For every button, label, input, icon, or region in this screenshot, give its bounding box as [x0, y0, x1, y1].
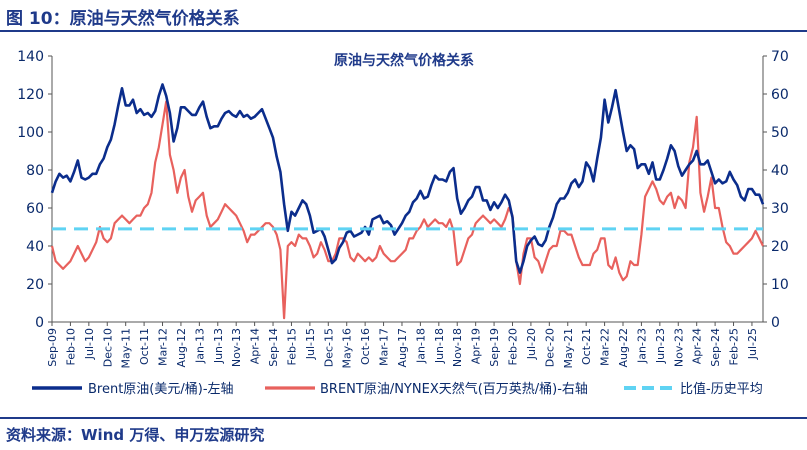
x-tick-label: Aug-22 [617, 328, 630, 367]
right-tick-label: 60 [771, 87, 789, 103]
left-tick-label: 60 [26, 201, 44, 217]
x-tick-label: Aug-12 [175, 328, 188, 367]
x-tick-label: Jan-23 [635, 328, 648, 364]
x-tick-label: Mar-12 [157, 328, 170, 366]
brent-line [50, 83, 765, 274]
x-tick-label: Feb-10 [64, 328, 77, 365]
x-tick-label: Jun-23 [654, 328, 667, 364]
x-tick-label: Sep-14 [267, 328, 280, 367]
right-axis: 0 10 20 30 40 50 60 70 [763, 49, 789, 331]
legend: Brent原油(美元/桶)-左轴 BRENT原油/NYNEX天然气(百万英热/桶)… [32, 381, 763, 397]
series-lines [50, 83, 765, 320]
x-tick-label: Jul-15 [304, 328, 317, 360]
x-tick-label: Nov-18 [451, 328, 464, 367]
left-tick-label: 140 [17, 49, 44, 65]
x-tick-label: Oct-11 [138, 328, 151, 365]
x-tick-label: Jul-25 [746, 328, 759, 360]
legend-label: Brent原油(美元/桶)-左轴 [88, 382, 234, 397]
x-tick-label: May-21 [562, 328, 575, 369]
x-tick-label: Sep-24 [709, 328, 722, 367]
right-tick-label: 0 [771, 315, 780, 331]
x-tick-label: Mar-17 [378, 328, 391, 366]
x-tick-label: Dec-10 [101, 328, 114, 367]
x-tick-label: Dec-20 [543, 328, 556, 367]
right-tick-label: 10 [771, 277, 789, 293]
legend-label: BRENT原油/NYNEX天然气(百万英热/桶)-右轴 [320, 381, 588, 397]
source-note: 资料来源：Wind 万得、申万宏源研究 [6, 426, 265, 444]
x-tick-label: Jan-18 [414, 328, 427, 364]
x-tick-label: Apr-14 [249, 328, 262, 364]
left-tick-label: 80 [26, 163, 44, 179]
legend-label: 比值-历史平均 [680, 381, 763, 397]
x-tick-label: Mar-22 [599, 328, 612, 366]
x-tick-label: May-11 [120, 328, 133, 369]
x-tick-label: Jul-20 [525, 328, 538, 360]
x-axis: Sep-09 Feb-10 Jul-10 Dec-10 May-11 Oct-11 Mar-… [46, 322, 759, 369]
x-tick-label: Jul-10 [83, 328, 96, 360]
figure-title: 图 10：原油与天然气价格关系 [6, 9, 240, 29]
right-tick-label: 30 [771, 201, 789, 217]
bottom-rule [0, 417, 807, 419]
x-tick-label: Apr-24 [691, 328, 704, 364]
left-axis: 0 20 40 60 80 100 120 140 [17, 49, 52, 331]
ratio-line [50, 100, 764, 320]
x-tick-label: Sep-09 [46, 328, 59, 367]
x-tick-label: Nov-13 [230, 328, 243, 367]
left-tick-label: 20 [26, 277, 44, 293]
x-tick-label: Jun-18 [433, 328, 446, 364]
chart-title: 原油与天然气价格关系 [334, 52, 474, 69]
right-tick-label: 70 [771, 49, 789, 65]
x-tick-label: Jan-13 [193, 328, 206, 364]
x-tick-label: Feb-20 [506, 328, 519, 365]
left-tick-label: 120 [17, 87, 44, 103]
x-tick-label: Feb-25 [728, 328, 741, 365]
x-tick-label: Jun-13 [212, 328, 225, 364]
x-tick-label: Sep-19 [488, 328, 501, 367]
right-tick-label: 40 [771, 163, 789, 179]
x-tick-label: May-16 [341, 328, 354, 369]
x-tick-label: Nov-23 [672, 328, 685, 367]
x-tick-label: Apr-19 [470, 328, 483, 364]
right-tick-label: 20 [771, 239, 789, 255]
left-tick-label: 40 [26, 239, 44, 255]
x-tick-label: Aug-17 [396, 328, 409, 367]
top-rule [0, 30, 807, 32]
x-tick-label: Oct-21 [580, 328, 593, 365]
right-tick-label: 50 [771, 125, 789, 141]
left-tick-label: 0 [35, 315, 44, 331]
x-tick-label: Feb-15 [285, 328, 298, 365]
x-tick-label: Oct-16 [359, 328, 372, 365]
x-tick-label: Dec-15 [322, 328, 335, 367]
left-tick-label: 100 [17, 125, 44, 141]
chart: 原油与天然气价格关系 0 20 40 60 80 100 120 140 0 10 20 30 40 5… [17, 49, 789, 397]
